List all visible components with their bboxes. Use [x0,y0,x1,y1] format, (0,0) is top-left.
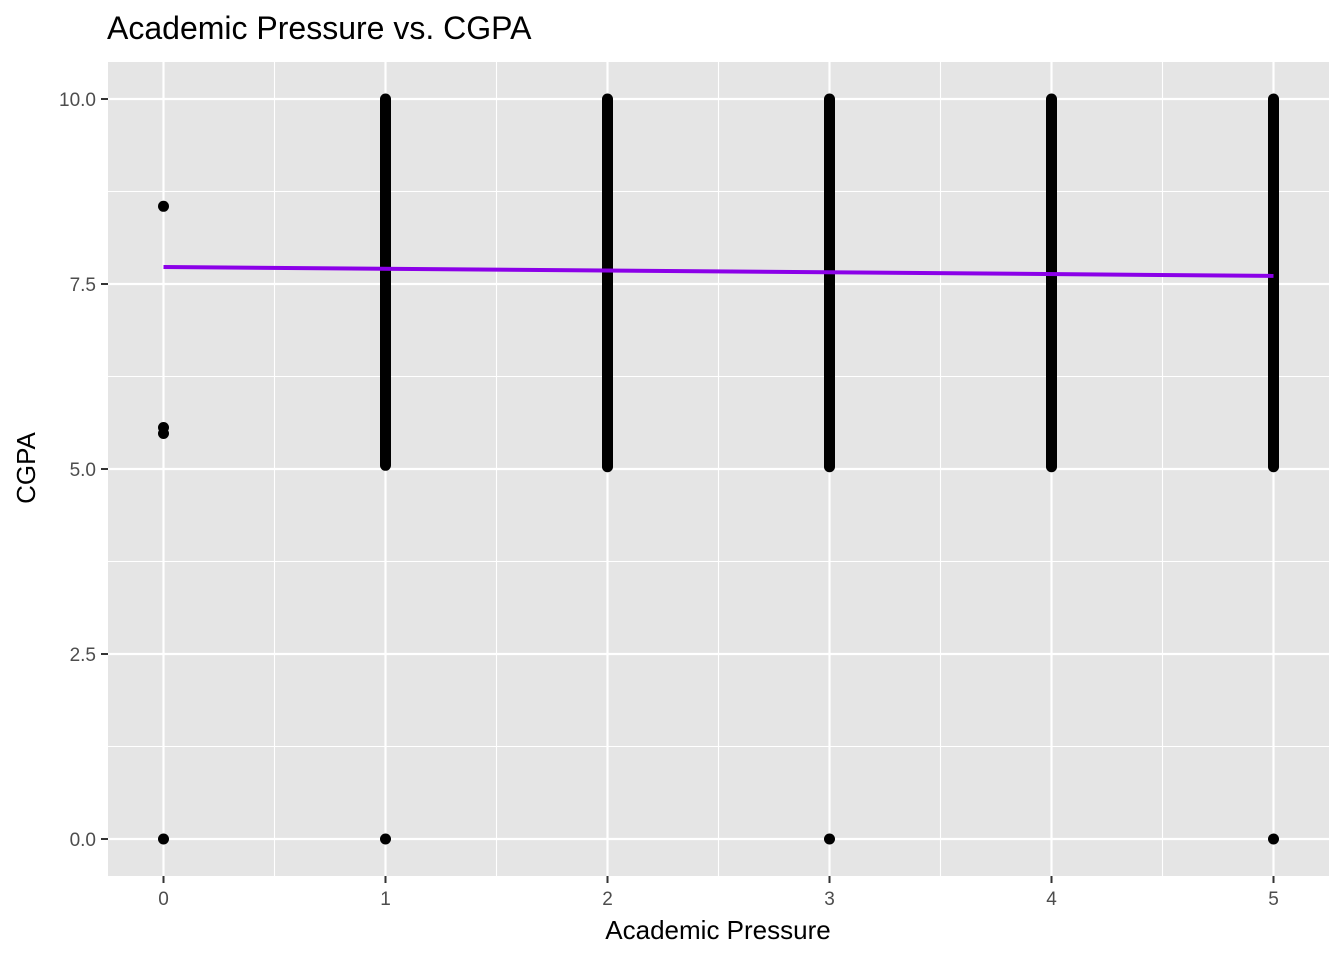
x-tick-label: 2 [602,889,613,910]
data-points [158,93,1279,845]
data-point [824,833,835,845]
data-point [158,200,169,212]
chart-title: Academic Pressure vs. CGPA [107,10,532,46]
y-axis: 0.0 2.5 5.0 7.5 10.0 [59,90,108,851]
x-tick-label: 1 [380,889,391,910]
data-point [158,427,169,439]
dense-point-column [380,93,391,471]
trend-line-layer [163,264,1274,278]
x-tick-label: 0 [158,889,169,910]
y-axis-title: CGPA [11,431,41,503]
x-axis-title: Academic Pressure [605,915,830,945]
x-tick-label: 3 [824,889,835,910]
data-point [380,833,391,845]
dense-point-column [602,93,613,473]
data-point [1268,833,1279,845]
y-tick-label: 5.0 [70,460,96,481]
y-tick-label: 7.5 [70,275,96,296]
trend-line [163,264,1274,278]
x-axis: 0 1 2 3 4 5 [158,876,1279,910]
dense-point-column [1046,93,1057,473]
y-tick-label: 0.0 [70,830,96,851]
dense-point-column [824,93,835,473]
y-tick-label: 2.5 [70,645,96,666]
y-tick-label: 10.0 [59,90,96,111]
data-point [158,833,169,845]
x-tick-label: 5 [1268,889,1279,910]
x-tick-label: 4 [1046,889,1057,910]
dense-point-column [1268,93,1279,473]
